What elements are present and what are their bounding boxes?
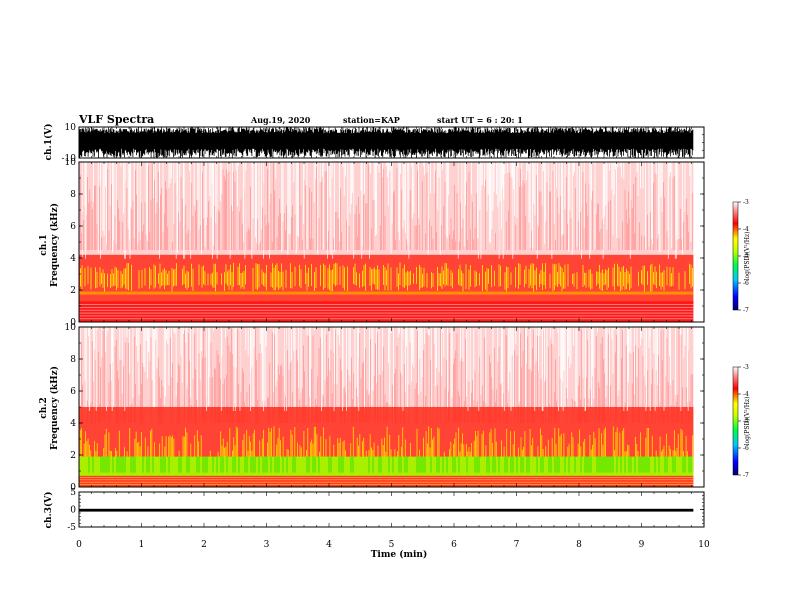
ch2-colorbar-gradient xyxy=(732,366,739,476)
ch1-spectrogram-ytick-label: 8 xyxy=(70,190,76,200)
ch1-spectrogram-ytick-label: 4 xyxy=(70,254,76,264)
ch1-waveform-ytick-label: -10 xyxy=(62,154,77,164)
ch1-colorbar-label: log(PSD)(V²/Hz) xyxy=(744,232,751,281)
ch1-spectrogram-ylabel-frequency: Frequency (kHz) xyxy=(49,203,60,287)
ch1-spectrogram-ytick-label: 6 xyxy=(70,222,76,232)
ch1-spectrogram-panel: 0 2 4 6 8 10 xyxy=(65,158,705,328)
time-xtick-label: 5 xyxy=(389,540,395,550)
ch1-spectrogram-ytick-label: 10 xyxy=(65,158,77,168)
ch2-spectrogram-green-texture xyxy=(88,456,692,473)
ch2-colorbar-tick-label: -4 xyxy=(743,391,749,398)
ch3-waveform-ytick-label: 5 xyxy=(70,488,76,498)
station-label: station=KAP xyxy=(343,115,400,125)
ch1-spectrogram-yellow-band xyxy=(80,262,693,292)
ch2-spectrogram-low-band xyxy=(79,475,694,487)
ch1-spectrogram-ytick-label: 2 xyxy=(70,286,76,296)
time-xtick-label: 10 xyxy=(698,540,710,550)
ch1-spectrogram-ylabel-channel: ch.1 xyxy=(39,234,49,255)
ch1-colorbar-gradient xyxy=(732,201,739,311)
ch2-colorbar-tick-label: -6 xyxy=(743,445,749,452)
ch1-voltage-ylabel: ch.1(V) xyxy=(43,124,54,161)
time-xtick-label: 4 xyxy=(326,540,332,550)
ch2-spectrogram-ytick-label: 0 xyxy=(70,483,76,493)
time-xtick-label: 3 xyxy=(264,540,270,550)
ch1-waveform-ytick-label: 10 xyxy=(65,123,77,133)
ch1-colorbar-tick-label: -7 xyxy=(743,307,749,314)
ch3-voltage-ylabel: ch.3(V) xyxy=(43,492,54,529)
ch2-colorbar-tick-label: -3 xyxy=(743,364,749,371)
ch2-spectrogram-ytick-label: 6 xyxy=(70,387,76,397)
time-xtick-label: 7 xyxy=(514,540,520,550)
ch3-waveform-ytick-label: 0 xyxy=(70,506,76,516)
ch1-waveform-panel: 10 -10 xyxy=(62,123,705,164)
ch2-spectrogram-ylabel-frequency: Frequency (kHz) xyxy=(49,366,60,450)
date-label: Aug.19, 2020 xyxy=(250,115,311,125)
start-time-label: start UT = 6 : 20: 1 xyxy=(437,115,523,125)
ch1-colorbar-tick-label: -3 xyxy=(743,199,749,206)
time-xtick-label: 0 xyxy=(76,540,82,550)
ch1-colorbar-tick-label: -4 xyxy=(743,226,749,233)
ch1-waveform-trace xyxy=(78,127,694,158)
ch1-spectrogram-orange-line xyxy=(79,291,694,295)
ch1-colorbar-tick-label: -6 xyxy=(743,280,749,287)
time-xtick-label: 9 xyxy=(639,540,645,550)
ch2-spectrogram-panel: 0 2 4 6 8 10 xyxy=(65,323,705,493)
ch1-spectrogram-white-gaps xyxy=(81,162,677,259)
ch1-colorbar-tick-label: -5 xyxy=(743,253,749,260)
time-xlabel: Time (min) xyxy=(371,549,428,560)
ch2-colorbar-tick-label: -5 xyxy=(743,418,749,425)
figure-title: VLF Spectra xyxy=(78,113,154,126)
ch3-waveform-ytick-label: -5 xyxy=(67,523,76,533)
ch2-spectrogram-ytick-label: 8 xyxy=(70,355,76,365)
ch2-spectrogram-ytick-label: 10 xyxy=(65,323,77,333)
ch3-waveform-trace xyxy=(79,508,694,512)
time-xtick-label: 8 xyxy=(576,540,582,550)
ch2-colorbar-label: log(PSD)(V²/Hz) xyxy=(744,397,751,446)
time-xtick-label: 1 xyxy=(139,540,145,550)
ch2-spectrogram-ylabel-channel: ch.2 xyxy=(39,397,49,418)
ch2-spectrogram-white-gaps xyxy=(89,327,689,411)
ch2-spectrogram-ytick-label: 2 xyxy=(70,451,76,461)
time-xtick-label: 6 xyxy=(451,540,457,550)
ch1-spectrogram-low-band xyxy=(79,301,694,322)
time-xtick-label: 2 xyxy=(201,540,207,550)
ch2-spectrogram-ytick-label: 4 xyxy=(70,419,76,429)
ch1-spectrogram-ytick-label: 0 xyxy=(70,318,76,328)
ch2-colorbar-tick-label: -7 xyxy=(743,472,749,479)
ch3-waveform-panel: 50-50 1 2 3 4 5 6 7 8 9 10 xyxy=(67,488,710,550)
